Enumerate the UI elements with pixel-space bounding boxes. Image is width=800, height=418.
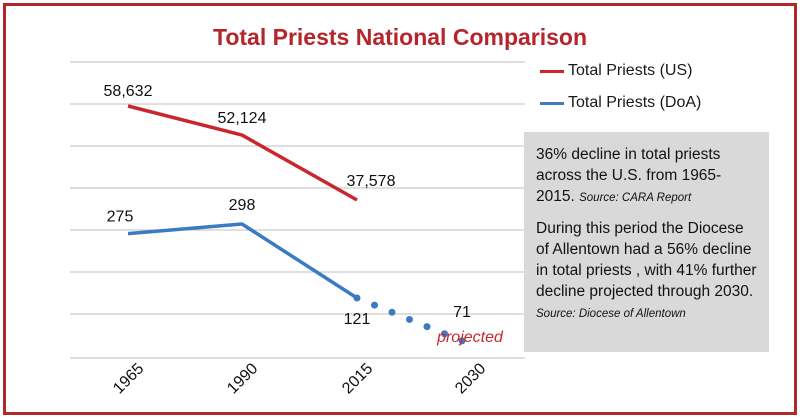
- note-doa-source: Source: Diocese of Allentown: [536, 308, 686, 320]
- x-tick-label-1990: 1990: [224, 360, 261, 397]
- projection-dot-1: [371, 301, 378, 309]
- data-label-doa-1965: 275: [107, 209, 134, 226]
- projection-dot-2: [388, 308, 396, 316]
- data-label-us-1990: 52,124: [218, 110, 267, 127]
- projection-dot-5: [441, 330, 448, 338]
- legend-swatch-us: [540, 70, 564, 73]
- data-label-doa-1990: 298: [229, 197, 256, 214]
- legend-label-doa: Total Priests (DoA): [568, 94, 702, 111]
- series-line-doa: [127, 222, 358, 300]
- note-doa-text: During this period the Diocese of Allent…: [536, 220, 757, 300]
- data-label-us-2015: 37,578: [347, 173, 396, 190]
- data-label-doa-2015: 121: [344, 311, 371, 328]
- note-us-text: 36% decline in total priests across the …: [536, 146, 722, 205]
- chart-title: Total Priests National Comparison: [212, 24, 588, 50]
- projected-note: projected: [436, 329, 504, 346]
- projection-dot-6: [458, 337, 466, 345]
- legend-swatch-doa: [540, 102, 564, 105]
- data-label-us-1965: 58,632: [104, 83, 153, 100]
- data-label-doa-2030: 71: [453, 304, 471, 321]
- annotation-box: 36% decline in total priests across the …: [524, 132, 769, 352]
- legend-label-us: Total Priests (US): [568, 62, 693, 79]
- projection-dot-4: [423, 323, 431, 331]
- projection-dot-3: [406, 315, 413, 323]
- note-us-source: Source: CARA Report: [579, 192, 692, 204]
- x-tick-label-2030: 2030: [452, 360, 489, 397]
- x-tick-label-2015: 2015: [339, 360, 376, 397]
- series-line-us: [127, 104, 358, 202]
- projection-dot-0: [353, 294, 361, 302]
- note-us: 36% decline in total priests across the …: [536, 144, 759, 209]
- x-tick-label-1965: 1965: [110, 360, 147, 397]
- note-doa: During this period the Diocese of Allent…: [536, 218, 759, 325]
